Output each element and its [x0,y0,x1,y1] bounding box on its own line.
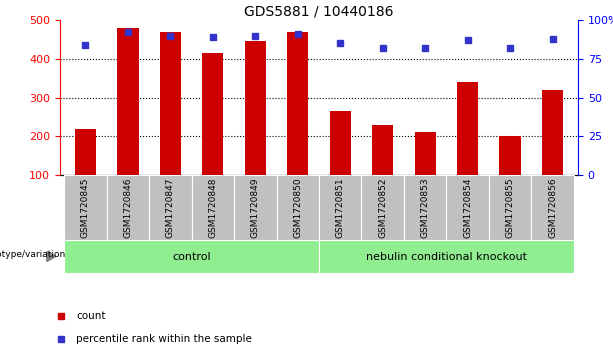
Bar [319,240,574,273]
Text: GSM1720849: GSM1720849 [251,177,260,238]
Bar [319,175,362,240]
Bar [245,41,266,175]
Text: percentile rank within the sample: percentile rank within the sample [76,334,252,344]
Bar [542,90,563,175]
Bar [531,175,574,240]
Text: GSM1720856: GSM1720856 [548,177,557,238]
Bar [234,175,276,240]
Bar [404,175,446,240]
Text: GSM1720854: GSM1720854 [463,177,472,238]
Bar [372,125,394,175]
Text: GSM1720850: GSM1720850 [293,177,302,238]
Bar [64,240,319,273]
Bar [457,82,478,175]
Bar [117,28,139,175]
Polygon shape [47,252,56,261]
Text: GSM1720848: GSM1720848 [208,177,218,238]
Bar [330,111,351,175]
Text: count: count [76,311,105,321]
Text: GSM1720853: GSM1720853 [421,177,430,238]
Text: GSM1720847: GSM1720847 [166,177,175,238]
Bar [64,175,107,240]
Bar [489,175,531,240]
Bar [75,129,96,175]
Bar [202,53,224,175]
Bar [500,136,520,175]
Bar [160,32,181,175]
Bar [107,175,149,240]
Title: GDS5881 / 10440186: GDS5881 / 10440186 [244,5,394,19]
Text: control: control [172,252,211,261]
Text: GSM1720845: GSM1720845 [81,177,90,238]
Bar [362,175,404,240]
Bar [414,132,436,175]
Bar [192,175,234,240]
Text: GSM1720846: GSM1720846 [123,177,132,238]
Bar [287,32,308,175]
Text: nebulin conditional knockout: nebulin conditional knockout [366,252,527,261]
Text: GSM1720855: GSM1720855 [506,177,514,238]
Text: genotype/variation: genotype/variation [0,250,66,259]
Bar [276,175,319,240]
Text: GSM1720851: GSM1720851 [336,177,345,238]
Text: GSM1720852: GSM1720852 [378,177,387,238]
Bar [149,175,192,240]
Bar [446,175,489,240]
